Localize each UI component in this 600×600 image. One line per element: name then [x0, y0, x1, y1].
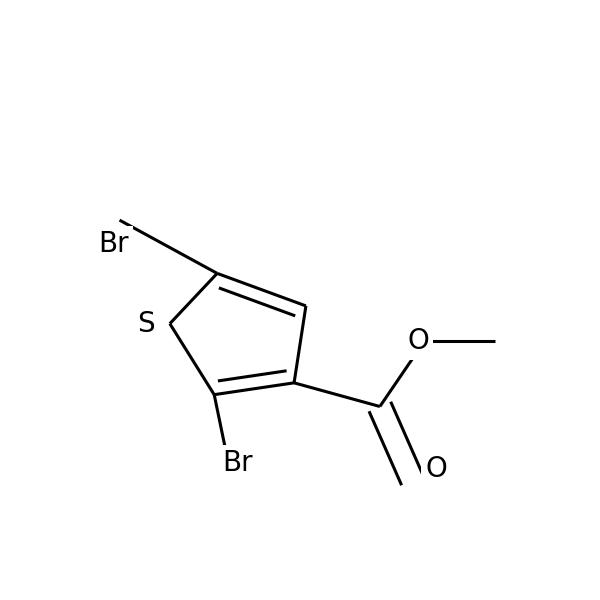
Text: O: O	[407, 328, 429, 355]
Text: S: S	[137, 310, 155, 338]
Text: Br: Br	[98, 230, 129, 258]
Text: Br: Br	[223, 449, 253, 477]
Text: O: O	[425, 455, 447, 482]
